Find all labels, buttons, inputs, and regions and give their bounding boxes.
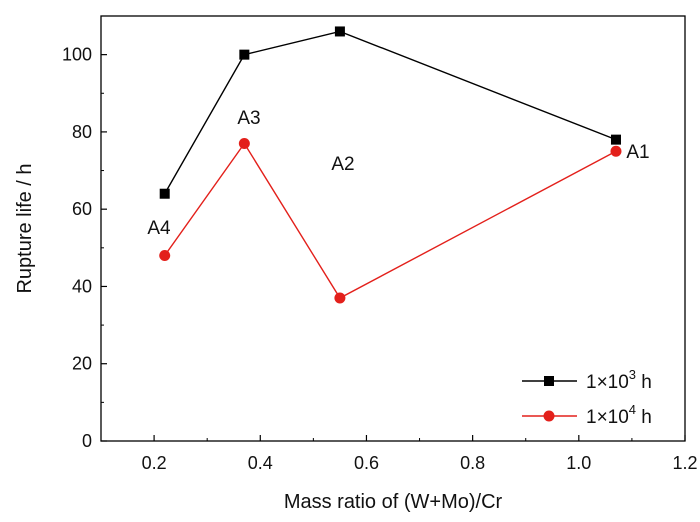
legend-label: 1×103 h	[586, 367, 652, 393]
annotation-label: A1	[626, 142, 649, 163]
data-point-square	[334, 26, 345, 37]
data-point-circle	[610, 145, 622, 157]
data-point-square	[239, 49, 250, 60]
data-point-circle	[334, 292, 346, 304]
data-point-square	[159, 188, 170, 199]
y-tick-label: 60	[72, 199, 92, 219]
y-tick-label: 0	[82, 431, 92, 451]
annotation-label: A3	[237, 108, 260, 129]
x-axis-label: Mass ratio of (W+Mo)/Cr	[284, 491, 503, 513]
plot-frame	[100, 15, 686, 442]
annotation-label: A4	[147, 218, 171, 239]
legend-marker-square	[544, 376, 554, 386]
y-tick-label: 20	[72, 354, 92, 374]
y-tick-label: 40	[72, 276, 92, 296]
y-axis-label: Rupture life / h	[14, 163, 36, 293]
x-tick-label: 0.4	[248, 453, 273, 473]
data-point-circle	[238, 138, 250, 149]
series-line-2	[164, 142, 617, 299]
legend-label: 1×104 h	[586, 402, 652, 428]
legend-marker-circle	[543, 410, 555, 422]
series-line-1	[164, 30, 617, 195]
x-tick-label: 1.0	[566, 453, 591, 473]
data-point-square	[610, 134, 621, 145]
x-tick-label: 0.6	[354, 453, 379, 473]
x-tick-label: 0.2	[142, 453, 167, 473]
x-tick-label: 0.8	[460, 453, 485, 473]
y-tick-label: 80	[72, 122, 92, 142]
data-point-circle	[159, 250, 171, 262]
annotation-label: A2	[331, 154, 354, 175]
y-tick-label: 100	[62, 45, 92, 65]
x-tick-label: 1.2	[672, 453, 697, 473]
